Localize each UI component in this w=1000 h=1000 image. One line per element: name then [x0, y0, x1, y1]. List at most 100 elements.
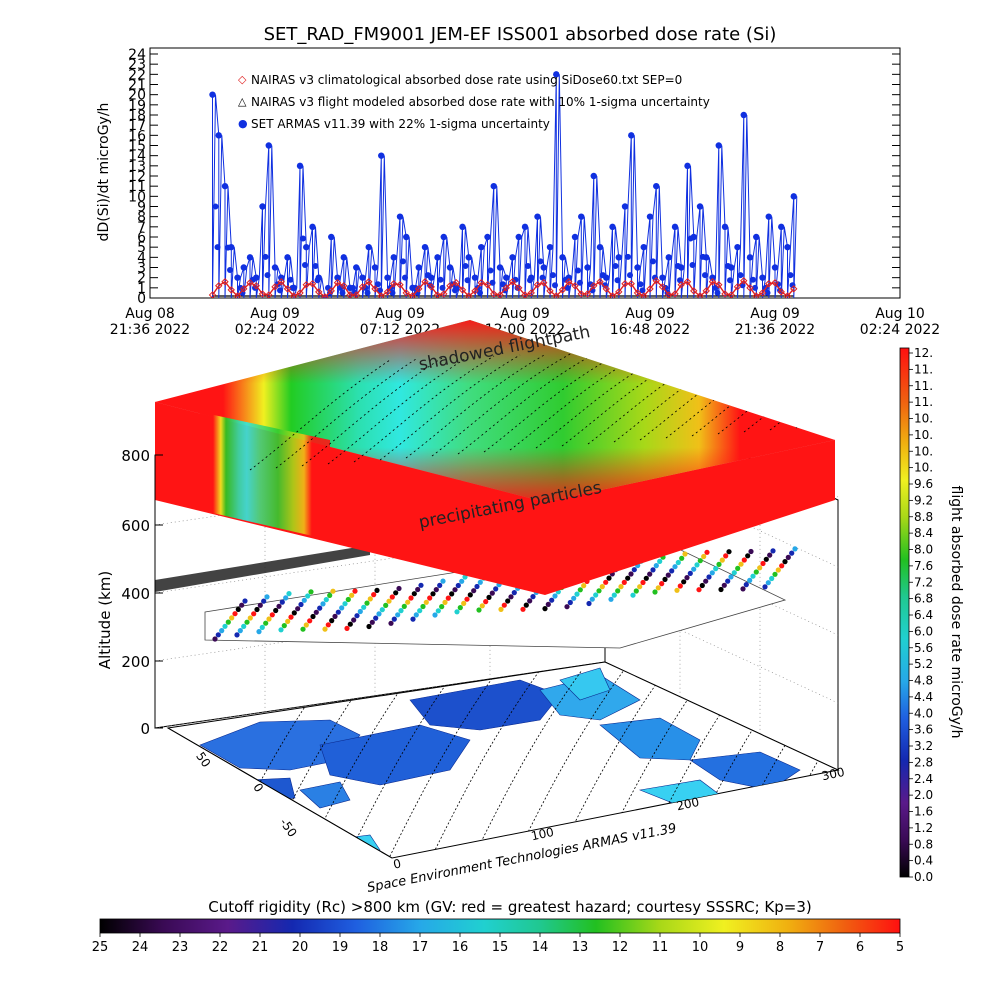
nairas-climatological-point [415, 285, 423, 293]
flightpath-sample [765, 580, 771, 586]
flightpath-sample [611, 592, 617, 598]
flightpath-sample [723, 553, 729, 559]
nairas-climatological-point [727, 291, 735, 298]
flightpath-sample [263, 620, 269, 626]
dose-colorbar-tick-label: 3.6 [914, 723, 933, 737]
armas-point [546, 243, 554, 251]
flightpath-sample [662, 576, 668, 583]
armas-point [328, 233, 335, 241]
nairas-climatological-point [552, 292, 560, 298]
armas-point [740, 111, 747, 119]
slab-trajectory [509, 349, 651, 451]
flightpath-shadow-strip [155, 545, 370, 592]
nairas-climatological-point [240, 285, 248, 293]
armas-point [262, 253, 269, 260]
armas-point [490, 182, 497, 190]
nairas-climatological-point [627, 280, 635, 288]
armas-point [721, 223, 729, 231]
flightpath-sample [740, 586, 746, 592]
flightpath-sample [354, 613, 360, 619]
flightpath-sample [631, 567, 637, 573]
slab-trajectory [431, 352, 573, 457]
nairas-climatological-point [496, 291, 504, 298]
dose-colorbar-tick-label: 2.4 [914, 772, 933, 786]
altitude-tick-label: 400 [121, 585, 150, 603]
armas-point [296, 162, 304, 170]
armas-point [264, 272, 271, 279]
armas-point [265, 142, 272, 149]
dose-colorbar-tick-label: 8.4 [914, 526, 933, 540]
top-x-tick-date: Aug 09 [375, 306, 425, 322]
dose-colorbar-tick-label: 11. [914, 395, 933, 409]
dose-colorbar-tick-label: 8.0 [914, 543, 933, 557]
continent-shape [689, 751, 801, 791]
armas-point [487, 267, 494, 274]
rigidity-colorbar-tick-label: 12 [612, 940, 629, 955]
armas-point [315, 274, 322, 281]
armas-point [790, 193, 797, 200]
flightpath-sample [305, 593, 311, 599]
nairas-climatological-point [327, 287, 335, 295]
flightpath-sample [753, 569, 759, 575]
flightpath-sample [647, 571, 653, 577]
top-x-tick-time: 21:36 2022 [110, 322, 190, 338]
armas-point [715, 142, 722, 149]
nairas-climatological-point [265, 291, 273, 298]
dose-colorbar-tick-label: 8.8 [914, 510, 933, 524]
nairas-climatological-point [283, 285, 292, 293]
nairas-climatological-point [290, 292, 298, 298]
flightpath-sample [704, 549, 710, 555]
flightpath-sample [427, 595, 433, 601]
armas-point [621, 203, 629, 210]
flightpath-sample [703, 578, 709, 584]
legend-text-nairas-flight: NAIRAS v3 flight modeled absorbed dose r… [251, 95, 710, 109]
flightpath-sample [762, 584, 768, 590]
top-y-axis-label: dD(Si)/dt microGy/h [96, 103, 112, 242]
flightpath-sample [398, 608, 404, 614]
dose-colorbar-tick-label: 4.0 [914, 706, 933, 720]
flightpath-sample [342, 601, 348, 607]
flightpath-sample [675, 559, 681, 566]
flightpath-sample [445, 595, 451, 601]
armas-point [764, 289, 771, 296]
armas-point [625, 253, 631, 260]
top-y-tick-label: 2 [137, 271, 146, 287]
nairas-climatological-point [340, 282, 348, 290]
nairas-climatological-point [377, 292, 385, 298]
nairas-climatological-point [427, 283, 435, 291]
armas-point [689, 261, 696, 268]
armas-point [571, 233, 579, 241]
flightpath-sample [621, 579, 627, 586]
dose-colorbar-tick-label: 3.2 [914, 739, 933, 753]
armas-point [421, 243, 429, 251]
flightpath-sample [505, 598, 511, 604]
armas-point [539, 274, 546, 281]
nairas-climatological-point [333, 279, 342, 287]
top-y-tick-label: 16 [128, 128, 146, 144]
nairas-climatological-point [358, 283, 367, 291]
flightpath-sample [564, 604, 570, 610]
top-y-tick-label: 4 [137, 250, 146, 266]
altitude-axis-label: Altitude (km) [96, 571, 114, 669]
flightpath-sample [681, 579, 687, 585]
nairas-climatological-point [583, 290, 592, 298]
flightpath-sample [687, 570, 693, 577]
flightpath-sample [763, 556, 769, 562]
flightpath-sample [371, 592, 377, 598]
nairas-climatological-point [433, 291, 442, 298]
flightpath-sample [369, 619, 375, 625]
dose-colorbar-tick-label: 6.4 [914, 608, 933, 622]
flightpath-sample [351, 617, 357, 623]
flightpath-sample [738, 561, 744, 567]
nairas-climatological-point [783, 292, 792, 298]
top-y-tick-label: 9 [137, 200, 146, 216]
flightpath-samples [212, 546, 798, 642]
flightpath-sample [606, 575, 612, 581]
rigidity-colorbar-tick-label: 23 [172, 940, 189, 955]
flightpath-sample [775, 567, 781, 573]
flightpath-sample [471, 588, 477, 594]
flightpath-sample [640, 579, 646, 586]
armas-point [390, 254, 397, 261]
flightpath-sample [581, 583, 587, 589]
